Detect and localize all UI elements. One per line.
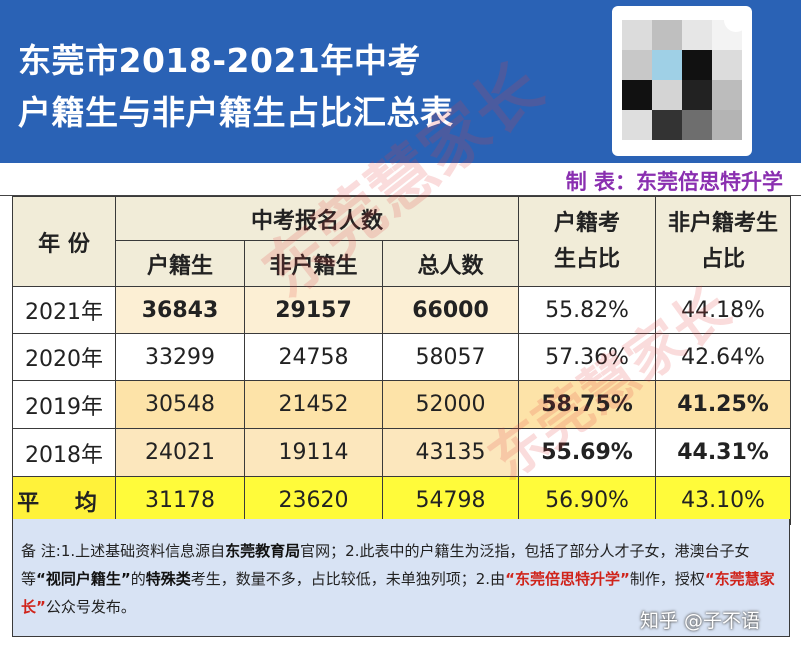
qr-code — [612, 6, 752, 156]
header-total: 总人数 — [381, 240, 520, 287]
title-line-2: 户籍生与非户籍生占比汇总表 — [18, 93, 454, 132]
cell-feihuji: 19114 — [244, 428, 383, 477]
cell-huji-ratio: 55.69% — [518, 428, 657, 477]
cell-huji-ratio: 56.90% — [518, 476, 657, 525]
title-line-1: 东莞市2018-2021年中考 — [18, 41, 421, 80]
cell-huji: 30548 — [115, 380, 245, 429]
cell-feihuji: 23620 — [244, 476, 383, 525]
cell-feihuji-ratio: 44.18% — [655, 286, 792, 334]
header-huji: 户籍生 — [115, 240, 245, 287]
cell-huji: 31178 — [115, 476, 245, 525]
cell-total: 52000 — [381, 380, 520, 429]
notes-text: 公众号发布。 — [45, 598, 136, 616]
notes-text: 考生，数量不多，占比较低，未单独列项；2.由 — [190, 570, 506, 588]
notes-text: 官网；2.此表中的户籍生为泛指，包括了部分人才子女，港澳台子女等 — [21, 542, 750, 588]
notes-text: 备 注:1.上述基础资料信息源自 — [21, 542, 226, 560]
header-applicants: 中考报名人数 — [114, 196, 520, 241]
notes-bold: “视同户籍生” — [36, 570, 131, 588]
table-row: 2021年 36843 29157 66000 55.82% 44.18% — [12, 286, 792, 334]
table-row-average: 平 均 31178 23620 54798 56.90% 43.10% — [12, 476, 792, 525]
cell-total: 66000 — [381, 286, 520, 334]
cell-feihuji: 29157 — [244, 286, 383, 334]
cell-total: 43135 — [381, 428, 520, 477]
table-row: 2018年 24021 19114 43135 55.69% 44.31% — [12, 428, 792, 477]
header-feihuji: 非户籍生 — [244, 240, 383, 287]
cell-feihuji-ratio: 42.64% — [655, 333, 792, 381]
maker-bar: 制 表：东莞倍思特升学 — [0, 163, 801, 196]
summary-table: 年 份 中考报名人数 户籍考生占比 非户籍考生占比 户籍生 非户籍生 总人数 2… — [12, 196, 792, 525]
notes-box: 备 注:1.上述基础资料信息源自东莞教育局官网；2.此表中的户籍生为泛指，包括了… — [12, 519, 790, 637]
zhihu-watermark: 知乎 @子不语 — [640, 610, 761, 632]
cell-huji: 24021 — [115, 428, 245, 477]
cell-feihuji: 24758 — [244, 333, 383, 381]
notes-text: 的 — [130, 570, 146, 588]
cell-feihuji-ratio: 44.31% — [655, 428, 792, 477]
cell-year: 2018年 — [12, 428, 116, 477]
notes-red: “东莞慧家长” — [21, 570, 775, 616]
header-banner: 东莞市2018-2021年中考 户籍生与非户籍生占比汇总表 — [0, 0, 801, 163]
header-huji-ratio-text: 户籍考生占比 — [554, 210, 621, 272]
cell-year: 2020年 — [12, 333, 116, 381]
cell-feihuji-ratio: 41.25% — [655, 380, 792, 429]
notes-bold: 东莞教育局 — [225, 542, 301, 560]
cell-total: 58057 — [381, 333, 520, 381]
cell-feihuji: 21452 — [244, 380, 383, 429]
cell-huji-ratio: 55.82% — [518, 286, 657, 334]
cell-year: 2021年 — [12, 286, 116, 334]
cell-huji-ratio: 57.36% — [518, 333, 657, 381]
notes-bold: 特殊类 — [145, 570, 191, 588]
cell-total: 54798 — [381, 476, 520, 525]
cell-year: 2019年 — [12, 380, 116, 429]
header-feihuji-ratio: 非户籍考生占比 — [655, 196, 792, 287]
notes-red: “东莞倍思特升学” — [505, 570, 630, 588]
cell-huji: 33299 — [115, 333, 245, 381]
maker-label: 制 表：东莞倍思特升学 — [565, 170, 783, 194]
cell-huji-ratio: 58.75% — [518, 380, 657, 429]
header-year: 年 份 — [12, 196, 116, 287]
qr-corner-mark — [724, 8, 748, 32]
header-huji-ratio: 户籍考生占比 — [518, 196, 657, 287]
table-row: 2020年 33299 24758 58057 57.36% 42.64% — [12, 333, 792, 381]
qr-code-pattern — [622, 20, 742, 140]
header-feihuji-ratio-text: 非户籍考生占比 — [668, 210, 779, 272]
cell-huji: 36843 — [115, 286, 245, 334]
cell-year: 平 均 — [12, 476, 116, 525]
notes-text: 制作，授权 — [629, 570, 705, 588]
cell-feihuji-ratio: 43.10% — [655, 476, 792, 525]
table-row: 2019年 30548 21452 52000 58.75% 41.25% — [12, 380, 792, 429]
